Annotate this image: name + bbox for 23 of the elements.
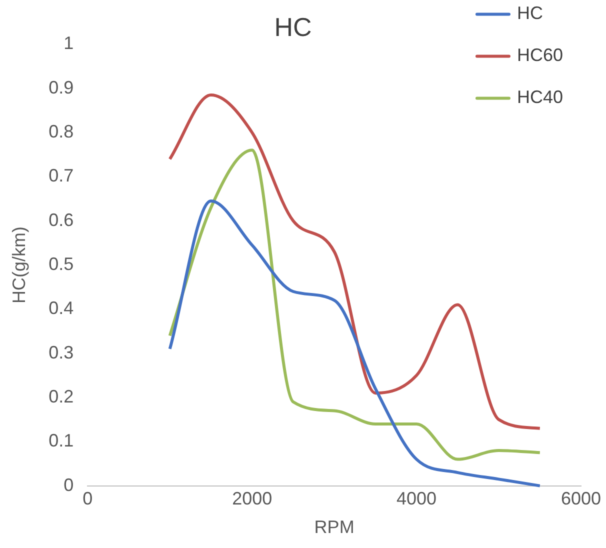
y-tick-label: 0.9: [48, 77, 74, 98]
y-tick-label: 0: [64, 474, 74, 495]
y-tick-label: 1: [64, 33, 74, 54]
legend-label: HC40: [516, 87, 564, 108]
y-tick-label: 0.2: [48, 386, 74, 406]
y-tick-label: 0.3: [48, 342, 74, 362]
x-tick-label: 4000: [396, 488, 437, 509]
chart-title: HC: [274, 12, 312, 42]
y-tick-label: 0.4: [48, 298, 74, 318]
y-axis-title: HC(g/km): [8, 226, 29, 304]
y-tick-label: 0.6: [48, 210, 74, 230]
legend-label: HC60: [516, 45, 564, 66]
y-tick-label: 0.8: [48, 121, 74, 142]
y-tick-label: 0.1: [48, 430, 74, 451]
x-tick-label: 2000: [232, 488, 272, 509]
x-tick-label: 6000: [560, 488, 602, 509]
y-tick-label: 0.5: [48, 254, 74, 274]
x-tick-label: 0: [82, 488, 93, 509]
x-axis-title: RPM: [314, 517, 354, 538]
line-series: [168, 148, 542, 461]
line-series: [168, 199, 542, 488]
legend-label: HC: [516, 3, 543, 24]
y-tick-label: 0.7: [48, 166, 74, 186]
